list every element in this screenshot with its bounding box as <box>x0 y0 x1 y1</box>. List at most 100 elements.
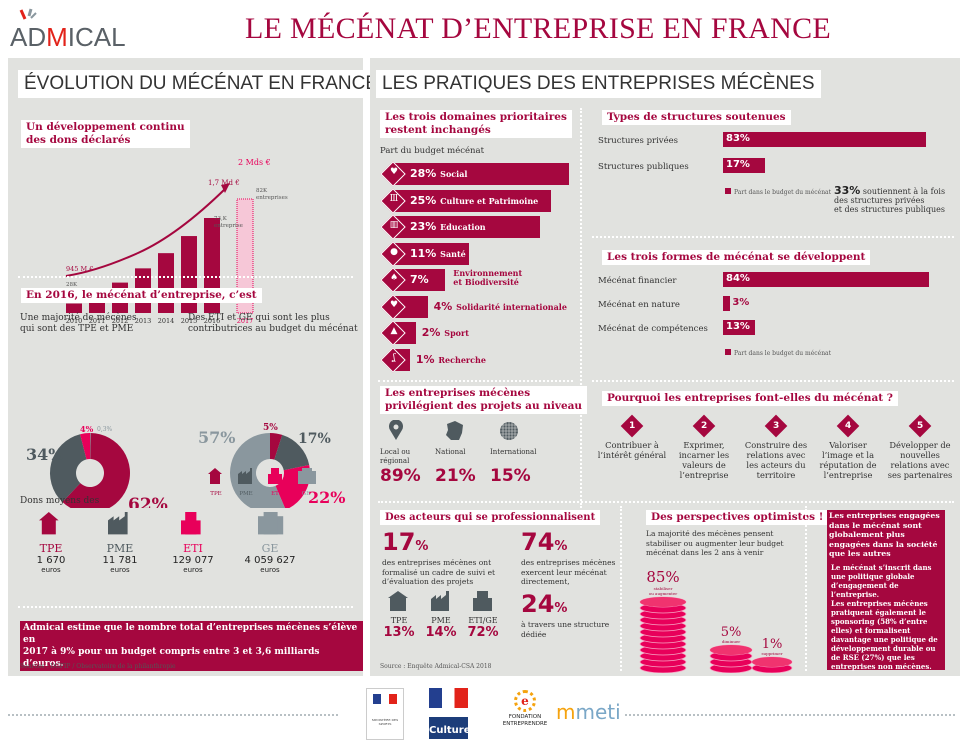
domain-row: ● 11% Santé <box>380 240 582 267</box>
pie-members-slice-2 <box>49 434 87 502</box>
don-amount: 11 781 <box>102 555 138 566</box>
books-icon: ▥ <box>389 220 399 230</box>
persp-label: Des perspectives optimistes ! <box>646 510 829 525</box>
domain-row: ▥ 23% Education <box>380 214 582 240</box>
bar-label: Mécénat de compétences <box>598 324 708 334</box>
don-amount: 129 077 <box>172 555 214 566</box>
reason-text: Exprimer, incarner les valeurs de l’entr… <box>678 440 730 480</box>
reason-item: 2 Exprimer, incarner les valeurs de l’ent… <box>669 414 739 480</box>
don-type: PME <box>106 542 134 555</box>
forms-chart: Mécénat financier 84% Mécénat en nature 3% M… <box>598 272 948 352</box>
level-name: National <box>435 448 490 466</box>
domain-pct-value: 23% <box>410 220 441 233</box>
apartment-building-icon-base <box>268 474 282 484</box>
legend-label-GE: GE <box>302 491 310 497</box>
don-unit: euros <box>110 566 130 574</box>
companies-2017-label: 82K <box>256 188 268 194</box>
reason-number-badge: 5 <box>908 414 932 438</box>
persp-label: supprimer <box>761 651 782 656</box>
leaf-icon: ♠ <box>389 273 399 283</box>
admical-logo[interactable]: ADMICAL <box>10 8 150 52</box>
partner-fondation-entreprendre-logo[interactable]: e FONDATION ENTREPRENDRE <box>500 690 550 742</box>
domain-name: Solidarité internationale <box>456 301 567 312</box>
domain-name-1: Environnement <box>453 268 523 278</box>
meti-m-icon: m <box>556 700 576 724</box>
pill-icon: ● <box>390 246 398 257</box>
divider <box>18 276 353 278</box>
pro-17-text: des entreprises mécènes ont formalisé un… <box>382 558 496 586</box>
pro-section: 17% des entreprises mécènes ont formalis… <box>378 528 618 668</box>
persp-label: stabiliser <box>654 586 673 591</box>
don-icon <box>39 512 59 535</box>
reason-text: Contribuer à l’intérêt général <box>597 440 667 460</box>
bar-label: Structures publiques <box>598 162 689 172</box>
pin-hole <box>393 424 399 430</box>
domains-subtitle: Part du budget mécénat <box>380 146 484 156</box>
france-shape <box>446 421 463 440</box>
level-name-1: Local ou <box>380 448 411 456</box>
bar-value: 13% <box>726 321 750 332</box>
domain-pct: 25% Culture et Patrimoine <box>410 194 538 207</box>
reason-number-badge: 2 <box>692 414 716 438</box>
don-icon <box>108 512 128 535</box>
bar <box>723 158 765 173</box>
flag-icon <box>429 688 468 708</box>
partner-culture-logo[interactable]: Culture <box>429 688 471 740</box>
amount-2017-label: 2 Mds € <box>238 158 271 167</box>
partner-meti-logo[interactable]: mmeti <box>556 700 621 724</box>
pro-type-icon <box>388 591 408 611</box>
level-pct: 89% <box>380 466 421 486</box>
divider <box>620 506 622 671</box>
domain-pct-value: 4% <box>433 299 457 313</box>
legend-label-PME: PME <box>239 491 252 497</box>
forms-label: Les trois formes de mécénat se développe… <box>602 250 871 265</box>
reason-number-badge: 3 <box>764 414 788 438</box>
meti-label: meti <box>575 700 621 724</box>
persp-text: La majorité des mécènes pensent stabilis… <box>646 529 784 557</box>
pie-label-ge: 57% <box>198 428 235 447</box>
level-name-2: régional <box>380 456 410 465</box>
domain-pct: 23% Education <box>410 220 486 233</box>
pro-type-pct: 13% <box>383 625 415 640</box>
x-tick-label: 2011 <box>89 317 106 325</box>
x-tick-label: 2010 <box>66 317 83 325</box>
sun-icon: e <box>514 690 536 712</box>
pie-charts: 62% 34% 4% 0,3% 5% 17% 22% 57% <box>26 423 345 508</box>
bar <box>723 296 731 311</box>
x-tick-label: 2016 <box>204 317 221 325</box>
source-text: Source : Enquête Admical-CSA 2018 <box>380 663 492 670</box>
divider <box>805 506 807 671</box>
domain-bar <box>392 163 569 185</box>
culture-label: Culture <box>429 717 471 739</box>
why-label: Pourquoi les entreprises font-elles du m… <box>602 391 898 406</box>
reasons-list: 1 Contribuer à l’intérêt général 2 Exprimer… <box>592 414 954 499</box>
pie-label-eti: 22% <box>308 488 345 507</box>
coin-top-1 <box>710 645 752 655</box>
don-type: GE <box>261 542 279 555</box>
domain-pct: 2% Sport <box>422 326 469 339</box>
don-item-pme: PME 11 781 euros <box>75 510 165 574</box>
level-name: International <box>490 448 545 466</box>
bar <box>723 320 755 335</box>
pin-shape <box>389 419 403 440</box>
house-icon <box>39 512 59 535</box>
majority-text: Une majorité de mécènes qui sont des TPE … <box>20 313 137 334</box>
estimate-box: Admical estime que le nombre total d’ent… <box>20 621 363 671</box>
companies-2016-label: 73,K <box>214 216 228 222</box>
domain-row: ♥ 4% Solidarité internationale <box>380 293 582 320</box>
growth-label: Un développement continu des dons déclaré… <box>21 120 190 148</box>
divider <box>378 380 573 382</box>
reason-text: Valoriser l’image et la réputation de l’… <box>819 440 877 480</box>
companies-2010-label: 28K <box>66 282 78 288</box>
arrow-head-icon <box>221 183 230 193</box>
domain-pct-value: 1% <box>415 352 439 366</box>
reason-item: 5 Développer de nouvelles relations avec … <box>885 414 955 480</box>
domain-row: ▲ 2% Sport <box>380 320 582 346</box>
factory-icon <box>238 468 252 484</box>
legend-label-ETI: ETI <box>271 491 281 497</box>
pie-label-pme: 34% <box>26 445 63 464</box>
divider <box>592 236 954 238</box>
office-tower-icon-top <box>302 468 312 484</box>
partner-ministere-sports-logo[interactable]: MINISTÈRE DES SPORTS <box>366 688 404 740</box>
museum-icon: Ⅲ <box>389 193 399 204</box>
